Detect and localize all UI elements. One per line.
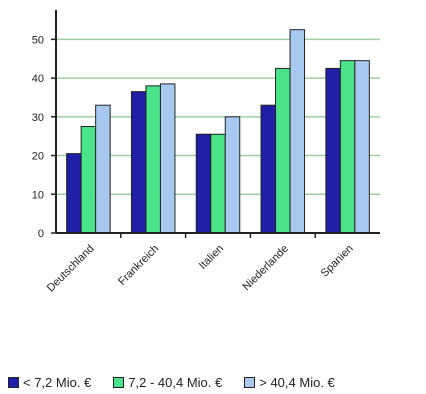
legend-label: < 7,2 Mio. € <box>23 374 92 390</box>
legend-swatch <box>8 376 19 388</box>
bar <box>130 91 147 234</box>
legend: < 7,2 Mio. € 7,2 - 40,4 Mio. € > 40,4 Mio.… <box>8 372 335 392</box>
y-tick-label: 40 <box>32 73 44 85</box>
legend-item: < 7,2 Mio. € <box>8 375 91 390</box>
bar <box>289 29 306 234</box>
x-category-label: Spanien <box>319 243 356 280</box>
y-axis-ticks: 0 10 20 30 40 50 <box>32 34 56 240</box>
bar <box>159 83 176 234</box>
y-tick-label: 50 <box>32 34 44 46</box>
bar <box>210 133 226 234</box>
bar <box>95 104 111 234</box>
legend-swatch <box>244 376 256 388</box>
legend-item: > 40,4 Mio. € <box>244 375 335 390</box>
bar <box>145 85 161 234</box>
y-tick-label: 10 <box>32 189 44 201</box>
x-category-label: Niederlande <box>240 243 290 293</box>
bar <box>275 67 291 234</box>
legend-swatch <box>113 376 125 388</box>
y-tick-label: 0 <box>38 228 44 240</box>
x-category-label: Frankreich <box>116 243 161 288</box>
bar <box>66 153 82 234</box>
x-category-label: Italien <box>197 243 226 272</box>
bar <box>339 60 356 234</box>
x-axis-categories: Deutschland Frankreich Italien Niederlande S… <box>45 233 356 294</box>
x-category-label: Deutschland <box>45 243 97 295</box>
bar <box>325 67 341 234</box>
legend-label: 7,2 - 40,4 Mio. € <box>128 374 223 390</box>
bar <box>224 116 241 234</box>
bars <box>66 29 370 234</box>
bar <box>195 133 212 234</box>
bar-chart: 0 10 20 30 40 50 Deutschland Frankreich Italien… <box>32 10 380 294</box>
legend-item: 7,2 - 40,4 Mio. € <box>113 375 222 390</box>
bar <box>354 60 370 234</box>
bar <box>80 126 97 234</box>
y-tick-label: 20 <box>32 151 44 163</box>
y-tick-label: 30 <box>32 112 44 124</box>
legend-label: > 40,4 Mio. € <box>259 374 335 390</box>
bar <box>260 104 277 234</box>
